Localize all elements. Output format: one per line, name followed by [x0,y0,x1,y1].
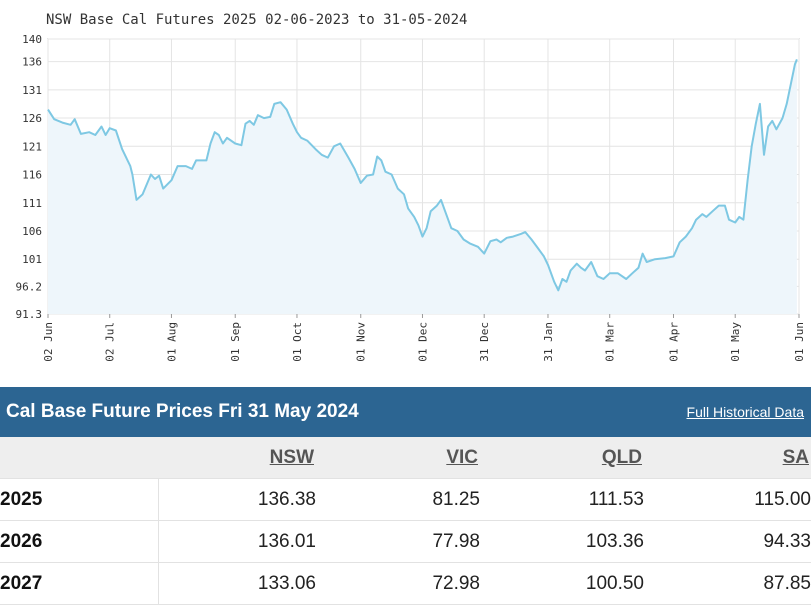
column-header-label[interactable]: SA [782,446,809,468]
y-tick-label: 106 [22,225,42,238]
column-header-label[interactable]: VIC [446,446,478,468]
x-tick-label: 01 Mar [604,322,617,362]
column-header-nsw[interactable]: NSW [158,437,316,479]
price-chart: NSW Base Cal Futures 2025 02-06-2023 to … [16,12,807,362]
column-header-label[interactable]: QLD [601,446,642,468]
price-cell: 111.53 [480,478,644,521]
chart-svg: NSW Base Cal Futures 2025 02-06-2023 to … [16,12,807,362]
y-tick-label: 91.3 [16,308,43,321]
y-tick-label: 116 [22,169,42,182]
x-tick-label: 02 Jul [104,322,117,362]
price-cell: 94.33 [644,520,811,563]
price-cell: 77.98 [316,520,480,563]
x-tick-label: 31 Dec [478,322,491,362]
table-row: 2027 133.06 72.98 100.50 87.85 [0,562,811,605]
column-header-qld[interactable]: QLD [480,437,644,479]
x-tick-label: 01 Oct [291,322,304,362]
price-cell: 100.50 [480,562,644,605]
y-tick-label: 131 [22,84,42,97]
chart-title: NSW Base Cal Futures 2025 02-06-2023 to … [46,12,467,28]
x-axis-ticks: 02 Jun 02 Jul 01 Aug 01 Sep 01 Oct 01 Nov 01 D… [42,314,806,362]
row-year: 2027 [0,562,159,605]
table-row: 2025 136.38 81.25 111.53 115.00 [0,478,811,521]
price-cell: 115.00 [644,478,811,521]
price-cell: 72.98 [316,562,480,605]
year-column-header [0,437,158,479]
column-header-label[interactable]: NSW [269,446,314,468]
x-tick-label: 01 Jun [793,322,806,362]
x-tick-label: 01 Apr [667,322,680,362]
series-line [47,59,798,292]
price-cell: 87.85 [644,562,811,605]
column-header-sa[interactable]: SA [644,437,811,479]
price-cell: 103.36 [480,520,644,563]
full-historical-data-link[interactable]: Full Historical Data [686,404,804,420]
column-header-vic[interactable]: VIC [316,437,480,479]
table-row: 2026 136.01 77.98 103.36 94.33 [0,520,811,563]
table-header-row: NSW VIC QLD SA [0,437,811,479]
x-tick-label: 02 Jun [42,322,55,362]
y-tick-label: 96.2 [16,280,43,293]
price-cell: 136.38 [158,478,316,521]
row-year: 2025 [0,478,159,521]
y-tick-label: 111 [22,197,42,210]
x-tick-label: 01 Aug [165,322,178,362]
x-tick-label: 01 Dec [416,322,429,362]
prices-table: NSW VIC QLD SA 2025 136.38 81.25 111.53 … [0,437,811,605]
y-tick-label: 126 [22,112,42,125]
x-tick-label: 31 Jan [542,322,555,362]
y-axis-ticks: 140 136 131 126 121 116 111 106 101 96.2 91.3 [16,33,43,321]
y-tick-label: 121 [22,140,42,153]
x-tick-label: 01 Sep [229,322,242,362]
price-cell: 81.25 [316,478,480,521]
y-tick-label: 101 [22,253,42,266]
y-tick-label: 140 [22,33,42,46]
y-tick-label: 136 [22,56,42,69]
series-area [48,59,797,315]
price-cell: 133.06 [158,562,316,605]
prices-title: Cal Base Future Prices Fri 31 May 2024 [6,401,359,422]
prices-panel: Cal Base Future Prices Fri 31 May 2024 F… [0,387,811,605]
x-tick-label: 01 Nov [355,322,368,362]
x-tick-label: 01 May [729,322,742,362]
price-cell: 136.01 [158,520,316,563]
prices-header: Cal Base Future Prices Fri 31 May 2024 F… [0,387,811,437]
row-year: 2026 [0,520,159,563]
series-layer [47,59,798,315]
